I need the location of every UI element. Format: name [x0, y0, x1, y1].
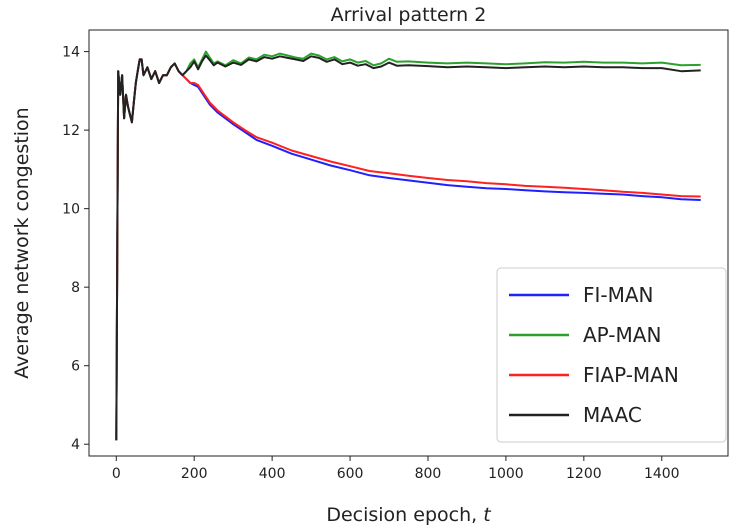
- legend: FI-MAN AP-MAN FIAP-MAN MAAC: [496, 267, 727, 443]
- y-tick-label: 6: [71, 359, 80, 375]
- series-line-maac: [115, 54, 701, 441]
- x-tick-label: 200: [181, 466, 208, 482]
- x-tick-label: 800: [415, 466, 442, 482]
- legend-label: FI-MAN: [583, 283, 654, 307]
- legend-label: AP-MAN: [583, 323, 661, 347]
- x-tick-label: 1000: [488, 466, 524, 482]
- series-layer: [115, 50, 701, 441]
- y-tick-label: 14: [62, 45, 80, 61]
- x-tick-label: 0: [112, 466, 121, 482]
- y-axis-title: Average network congestion: [11, 107, 33, 378]
- legend-box: [496, 267, 727, 443]
- x-tick-label: 1400: [644, 466, 680, 482]
- x-axis-title: Decision epoch, t: [326, 504, 492, 526]
- y-tick-label: 4: [71, 437, 80, 453]
- x-tick-label: 600: [337, 466, 364, 482]
- x-tick-label: 1200: [566, 466, 602, 482]
- legend-label: FIAP-MAN: [583, 363, 679, 387]
- chart-title: Arrival pattern 2: [331, 4, 487, 26]
- legend-label: MAAC: [583, 403, 642, 427]
- y-tick-label: 12: [62, 123, 80, 139]
- y-tick-label: 8: [71, 280, 80, 296]
- y-tick-label: 10: [62, 202, 80, 218]
- x-axis: 0 200 400 600 800 1000 1200 1400: [112, 456, 680, 482]
- x-tick-label: 400: [259, 466, 286, 482]
- plot-frame: [88, 29, 729, 457]
- y-axis: 4 6 8 10 12 14: [62, 45, 89, 453]
